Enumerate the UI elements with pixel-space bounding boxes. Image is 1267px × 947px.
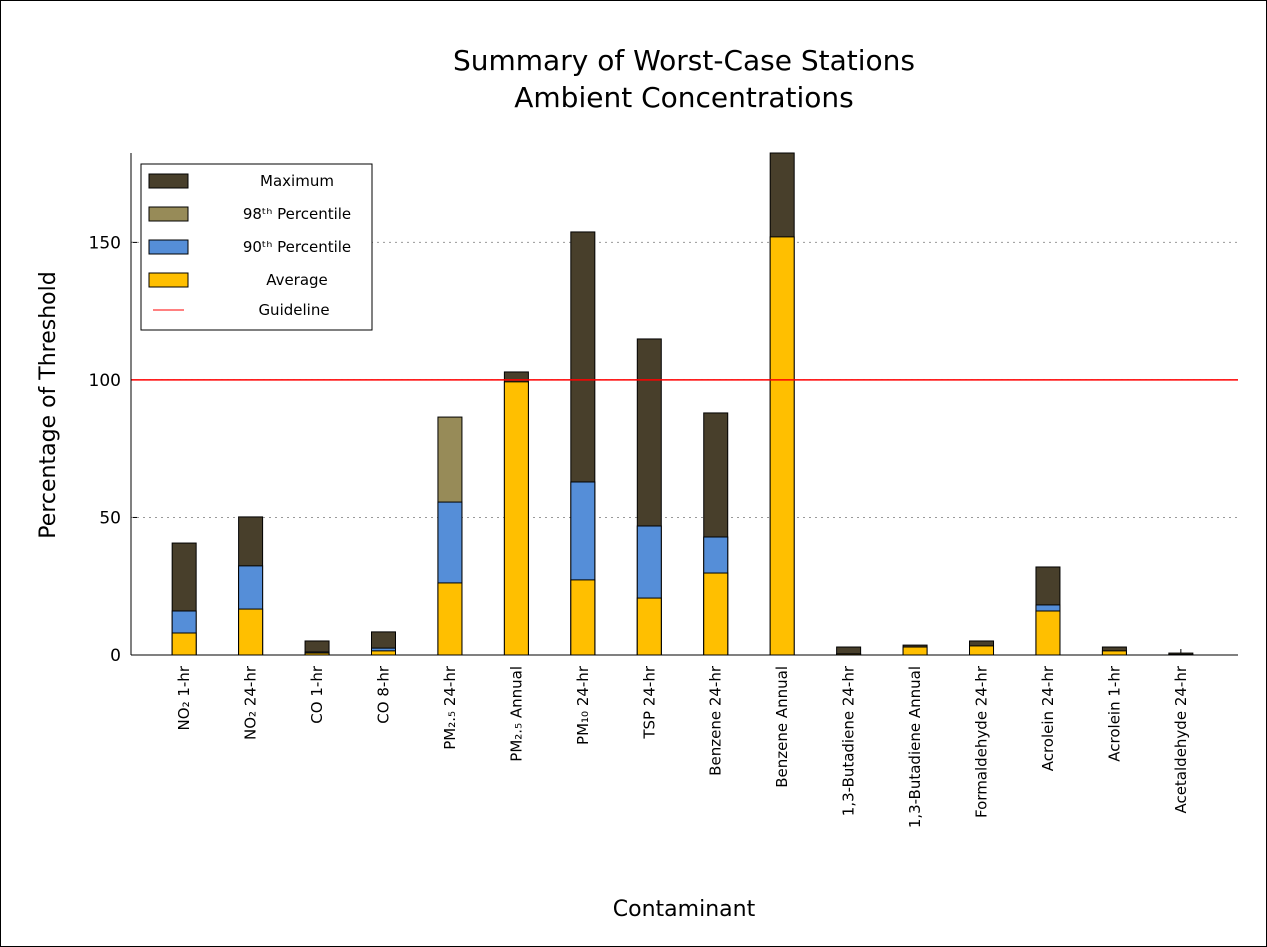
x-tick-label: Acetaldehyde 24-hr	[1172, 665, 1190, 813]
x-tick-label: NO₂ 1-hr	[175, 665, 193, 730]
x-tick-label: PM₁₀ 24-hr	[574, 665, 592, 745]
x-tick-label: PM₂.₅ Annual	[507, 666, 525, 762]
legend-label: 98ᵗʰ Percentile	[243, 205, 351, 223]
legend-swatch	[148, 173, 189, 189]
x-tick-label: Formaldehyde 24-hr	[973, 665, 991, 818]
x-tick-label: Acrolein 24-hr	[1039, 665, 1057, 771]
bar	[171, 632, 197, 656]
legend-swatch	[148, 272, 189, 288]
y-tick-label: 100	[89, 371, 121, 391]
legend-label: 90ᵗʰ Percentile	[243, 238, 351, 256]
bar	[636, 597, 662, 656]
x-tick-label: TSP 24-hr	[640, 665, 658, 740]
x-tick-label: 1,3-Butadiene 24-hr	[840, 665, 858, 816]
bar	[238, 608, 264, 656]
legend-label: Maximum	[260, 172, 334, 190]
bar	[1101, 650, 1127, 656]
bar	[437, 582, 463, 656]
legend-label: Average	[266, 271, 328, 289]
y-axis-label: Percentage of Threshold	[36, 271, 61, 538]
x-tick-label: PM₂.₅ 24-hr	[441, 665, 459, 750]
legend-swatch	[148, 239, 189, 255]
legend-swatch	[148, 206, 189, 222]
x-axis-label: Contaminant	[613, 897, 756, 922]
bar	[503, 381, 529, 656]
legend: Maximum 98ᵗʰ Percentile 90ᵗʰ Percentile Ave…	[140, 163, 373, 331]
x-tick-label: NO₂ 24-hr	[242, 665, 260, 740]
chart-title: Summary of Worst-Case Stations	[453, 44, 915, 77]
x-tick-label: Acrolein 1-hr	[1105, 665, 1123, 762]
x-tick-label: CO 1-hr	[308, 665, 326, 724]
bar	[969, 645, 995, 656]
chart-subtitle: Ambient Concentrations	[514, 81, 854, 114]
bar	[769, 236, 795, 656]
bar	[1035, 610, 1061, 656]
bar	[703, 572, 729, 656]
x-tick-label: CO 8-hr	[374, 665, 392, 724]
bar	[370, 650, 396, 656]
y-tick-label: 150	[89, 233, 121, 253]
x-tick-label: 1,3-Butadiene Annual	[906, 666, 924, 828]
bar	[570, 579, 596, 656]
x-tick-label: Benzene 24-hr	[707, 665, 725, 776]
y-tick-label: 0	[110, 646, 121, 666]
legend-label: Guideline	[258, 301, 329, 319]
y-tick-label: 50	[99, 508, 121, 528]
x-tick-label: Benzene Annual	[773, 666, 791, 788]
bar	[902, 646, 928, 656]
